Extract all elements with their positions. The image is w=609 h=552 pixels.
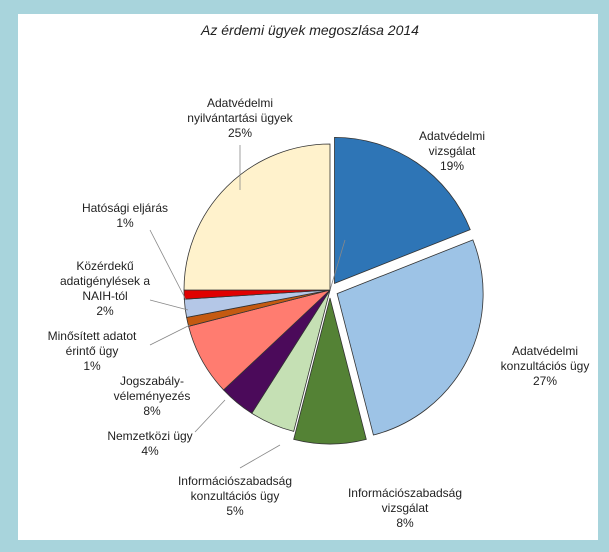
leader-line [149,229,187,301]
pie-slice [336,239,484,436]
chart-title: Az érdemi ügyek megoszlása 2014 [200,22,419,38]
slice-value-label: 8% [143,404,161,418]
slice-value-label: 4% [141,444,159,458]
slice-label: Információszabadság konzultációs ügy [178,474,292,503]
slice-label: Hatósági eljárás [82,201,168,215]
slice-value-label: 1% [83,359,101,373]
leader-line [149,324,191,346]
slice-label: Jogszabály-véleményezés [114,374,191,403]
slice-label: Adatvédelmi konzultációs ügy [501,344,590,373]
slice-label: Nemzetközi ügy [107,429,192,443]
leader-line [239,444,281,469]
slice-label: Információszabadság vizsgálat [348,486,462,515]
leader-line [194,399,226,433]
pie-slice [293,297,367,445]
pie-slice [183,143,331,291]
slice-label: Minősített adatot érintő ügy [48,329,137,358]
slice-value-label: 8% [396,516,414,530]
pie-slice [334,136,471,284]
leader-line [329,239,346,291]
slice-value-label: 25% [228,126,252,140]
slice-label: Adatvédelmi vizsgálat [419,129,485,158]
slice-value-label: 19% [440,159,464,173]
slice-label: Adatvédelmi nyilvántartási ügyek [187,96,293,125]
slice-label: Közérdekű adatigénylések a NAIH-tól [60,259,150,303]
slice-value-label: 2% [96,304,114,318]
leader-line [149,299,189,311]
slice-value-label: 27% [533,374,557,388]
slice-value-label: 1% [116,216,134,230]
slice-value-label: 5% [226,504,244,518]
